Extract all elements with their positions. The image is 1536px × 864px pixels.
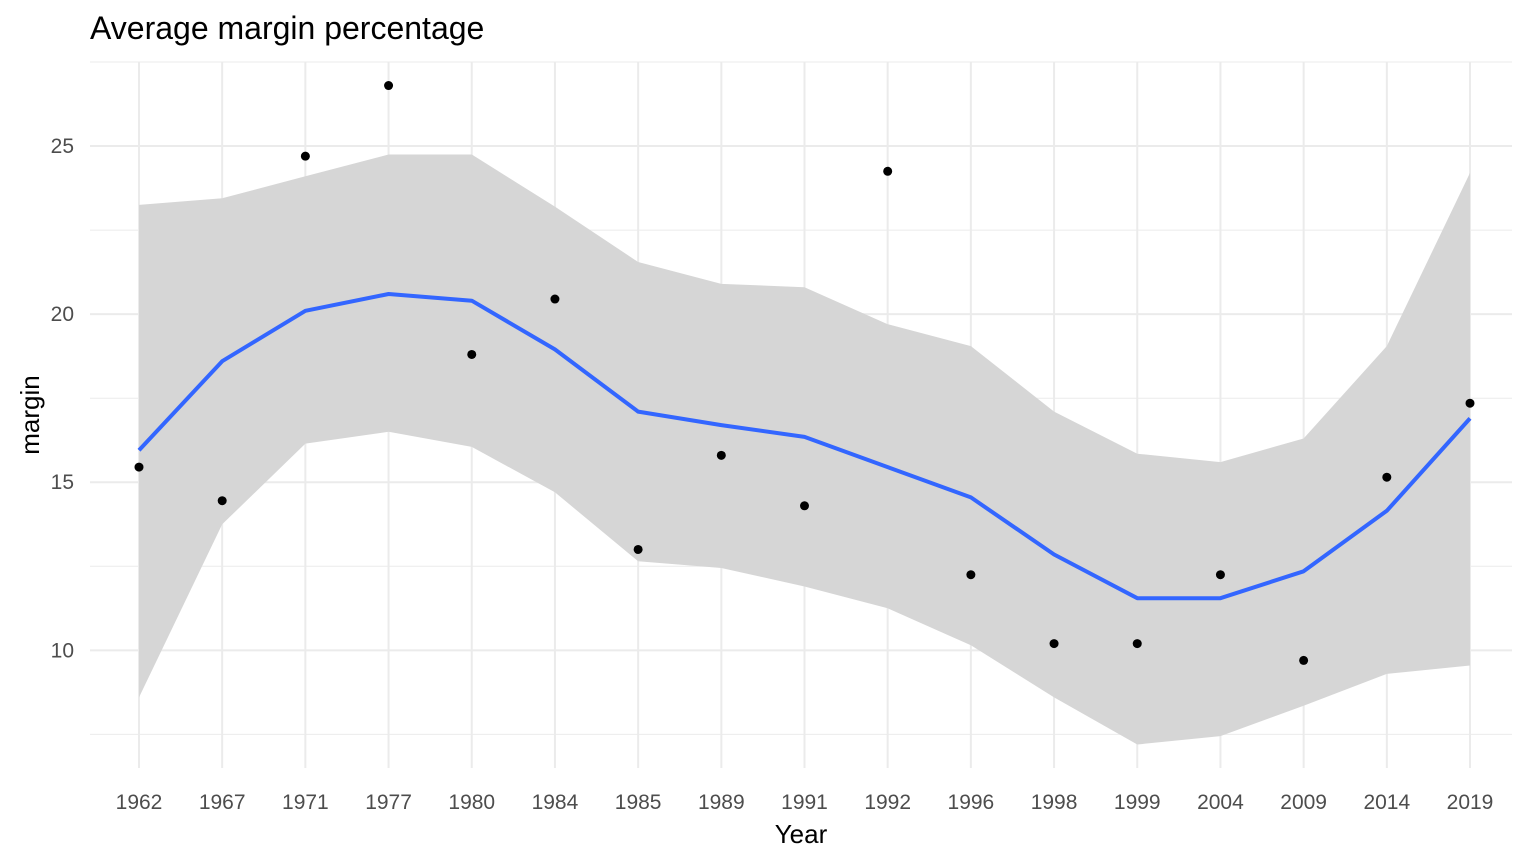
scatter-points-layer <box>134 81 1475 665</box>
data-point <box>1049 639 1059 649</box>
x-tick-label: 1999 <box>1114 791 1161 814</box>
data-point <box>1299 655 1309 665</box>
y-tick-label: 20 <box>51 303 74 326</box>
x-tick-label: 1980 <box>448 791 495 814</box>
y-tick-label: 15 <box>51 471 74 494</box>
data-point <box>966 570 976 580</box>
smooth-line-layer <box>137 292 1472 601</box>
data-point <box>134 462 144 472</box>
x-tick-label: 1989 <box>698 791 745 814</box>
y-tick-labels: 10 15 20 25 <box>51 135 74 662</box>
x-tick-label: 1992 <box>864 791 911 814</box>
data-point <box>467 349 477 359</box>
data-point <box>1465 398 1475 408</box>
data-point <box>1215 570 1225 580</box>
x-axis-title: Year <box>775 819 828 849</box>
data-point <box>800 501 809 511</box>
x-tick-label: 1985 <box>615 791 662 814</box>
y-tick-label: 10 <box>51 639 74 662</box>
data-point <box>217 496 227 506</box>
data-point <box>1132 639 1142 649</box>
data-point <box>633 544 643 554</box>
y-tick-label: 25 <box>51 135 74 158</box>
data-point <box>716 450 726 460</box>
x-tick-label: 1971 <box>282 791 329 814</box>
smooth-trend-line <box>137 292 1472 601</box>
x-tick-label: 1967 <box>199 791 246 814</box>
x-tick-label: 1962 <box>116 791 163 814</box>
x-tick-label: 1977 <box>365 791 412 814</box>
x-tick-label: 2004 <box>1197 791 1244 814</box>
chart-title: Average margin percentage <box>90 10 485 46</box>
x-tick-label: 2014 <box>1363 791 1410 814</box>
x-tick-label: 1991 <box>781 791 828 814</box>
data-point <box>550 294 560 304</box>
data-point <box>883 166 893 176</box>
x-tick-label: 1998 <box>1031 791 1078 814</box>
data-point <box>1382 472 1392 482</box>
x-tick-label: 1984 <box>532 791 579 814</box>
data-point <box>300 151 310 161</box>
x-tick-labels: 1962 1967 1971 1977 1980 1984 1985 1989 1991 1992… <box>116 791 1494 814</box>
x-tick-label: 1996 <box>948 791 995 814</box>
x-tick-label: 2009 <box>1280 791 1327 814</box>
y-axis-title: margin <box>15 375 45 454</box>
x-tick-label: 2019 <box>1447 791 1494 814</box>
data-point <box>384 81 394 91</box>
